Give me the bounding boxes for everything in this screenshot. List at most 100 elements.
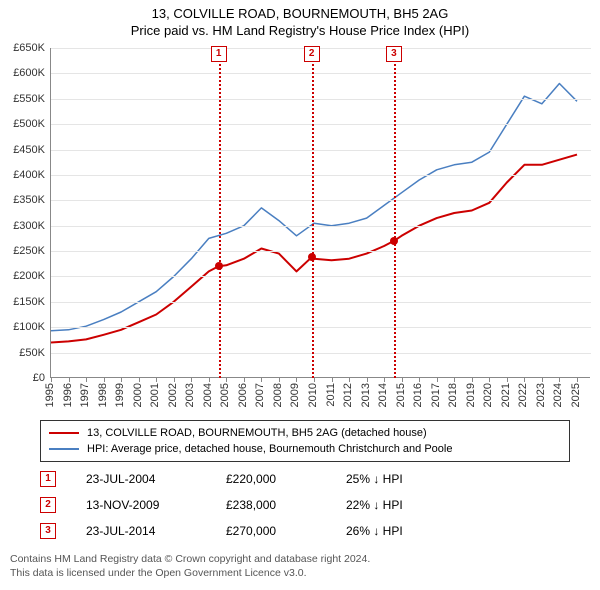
transaction-badge: 1: [40, 471, 56, 487]
x-tick: [261, 378, 262, 382]
footer-line-1: Contains HM Land Registry data © Crown c…: [10, 552, 370, 566]
sale-point: [308, 253, 316, 261]
footer-attribution: Contains HM Land Registry data © Crown c…: [10, 552, 370, 580]
x-axis-label: 1999: [114, 383, 126, 407]
x-tick: [174, 378, 175, 382]
x-tick: [332, 378, 333, 382]
x-axis-label: 2022: [517, 383, 529, 407]
x-tick: [104, 378, 105, 382]
x-tick: [156, 378, 157, 382]
y-axis-label: £300K: [13, 220, 45, 232]
marker-line: [219, 48, 221, 378]
transaction-badge: 2: [40, 497, 56, 513]
plot-region: 123: [50, 48, 590, 378]
x-tick: [419, 378, 420, 382]
x-tick: [507, 378, 508, 382]
x-axis-label: 2010: [307, 383, 319, 407]
y-axis-label: £650K: [13, 42, 45, 54]
y-axis-label: £100K: [13, 321, 45, 333]
x-axis-label: 2025: [570, 383, 582, 407]
chart-area: 123 £0£50K£100K£150K£200K£250K£300K£350K…: [50, 48, 590, 378]
x-tick: [244, 378, 245, 382]
gridline: [51, 150, 591, 151]
x-tick: [384, 378, 385, 382]
transaction-date: 23-JUL-2014: [86, 524, 226, 538]
transaction-delta: 26% ↓ HPI: [346, 524, 466, 538]
y-axis-label: £550K: [13, 93, 45, 105]
y-axis-label: £350K: [13, 194, 45, 206]
x-axis-label: 2008: [272, 383, 284, 407]
x-tick: [226, 378, 227, 382]
x-tick: [191, 378, 192, 382]
x-axis-label: 2005: [219, 383, 231, 407]
x-tick: [349, 378, 350, 382]
sale-point: [390, 237, 398, 245]
marker-badge: 2: [304, 46, 320, 62]
x-axis-label: 2023: [535, 383, 547, 407]
x-axis-label: 2001: [149, 383, 161, 407]
x-axis-label: 2006: [237, 383, 249, 407]
gridline: [51, 276, 591, 277]
y-axis-label: £450K: [13, 144, 45, 156]
legend-item: 13, COLVILLE ROAD, BOURNEMOUTH, BH5 2AG …: [49, 425, 561, 441]
x-tick: [559, 378, 560, 382]
x-tick: [402, 378, 403, 382]
sale-point: [215, 262, 223, 270]
x-tick: [121, 378, 122, 382]
x-axis-label: 2009: [289, 383, 301, 407]
x-axis-label: 2013: [360, 383, 372, 407]
x-axis-label: 2000: [132, 383, 144, 407]
transaction-table: 123-JUL-2004£220,00025% ↓ HPI213-NOV-200…: [40, 466, 466, 544]
transaction-price: £270,000: [226, 524, 346, 538]
x-tick: [437, 378, 438, 382]
x-tick: [51, 378, 52, 382]
marker-line: [394, 48, 396, 378]
x-tick: [69, 378, 70, 382]
gridline: [51, 48, 591, 49]
x-axis-label: 2004: [202, 383, 214, 407]
x-tick: [139, 378, 140, 382]
x-axis-label: 2003: [184, 383, 196, 407]
gridline: [51, 124, 591, 125]
x-axis-label: 2015: [395, 383, 407, 407]
transaction-price: £238,000: [226, 498, 346, 512]
transaction-badge: 3: [40, 523, 56, 539]
marker-badge: 1: [211, 46, 227, 62]
x-axis-label: 2020: [482, 383, 494, 407]
y-axis-label: £50K: [19, 347, 45, 359]
chart-subtitle: Price paid vs. HM Land Registry's House …: [0, 23, 600, 42]
gridline: [51, 99, 591, 100]
x-axis-label: 2014: [377, 383, 389, 407]
legend: 13, COLVILLE ROAD, BOURNEMOUTH, BH5 2AG …: [40, 420, 570, 462]
x-tick: [524, 378, 525, 382]
transaction-date: 13-NOV-2009: [86, 498, 226, 512]
transaction-delta: 25% ↓ HPI: [346, 472, 466, 486]
x-tick: [209, 378, 210, 382]
gridline: [51, 327, 591, 328]
gridline: [51, 175, 591, 176]
x-axis-label: 1998: [97, 383, 109, 407]
x-tick: [296, 378, 297, 382]
x-axis-label: 1995: [44, 383, 56, 407]
series-hpi: [51, 84, 577, 331]
y-axis-label: £250K: [13, 245, 45, 257]
series-lines: [51, 48, 591, 378]
y-axis-label: £200K: [13, 270, 45, 282]
x-tick: [472, 378, 473, 382]
transaction-date: 23-JUL-2004: [86, 472, 226, 486]
x-tick: [454, 378, 455, 382]
x-tick: [86, 378, 87, 382]
x-axis-label: 2007: [254, 383, 266, 407]
gridline: [51, 73, 591, 74]
chart-title: 13, COLVILLE ROAD, BOURNEMOUTH, BH5 2AG: [0, 0, 600, 23]
footer-line-2: This data is licensed under the Open Gov…: [10, 566, 370, 580]
x-tick: [542, 378, 543, 382]
x-axis-label: 1996: [62, 383, 74, 407]
x-tick: [367, 378, 368, 382]
transaction-row: 3 23-JUL-2014£270,00026% ↓ HPI: [40, 518, 466, 544]
transaction-delta: 22% ↓ HPI: [346, 498, 466, 512]
x-axis-label: 2019: [465, 383, 477, 407]
gridline: [51, 302, 591, 303]
marker-line: [312, 48, 314, 378]
x-tick: [577, 378, 578, 382]
